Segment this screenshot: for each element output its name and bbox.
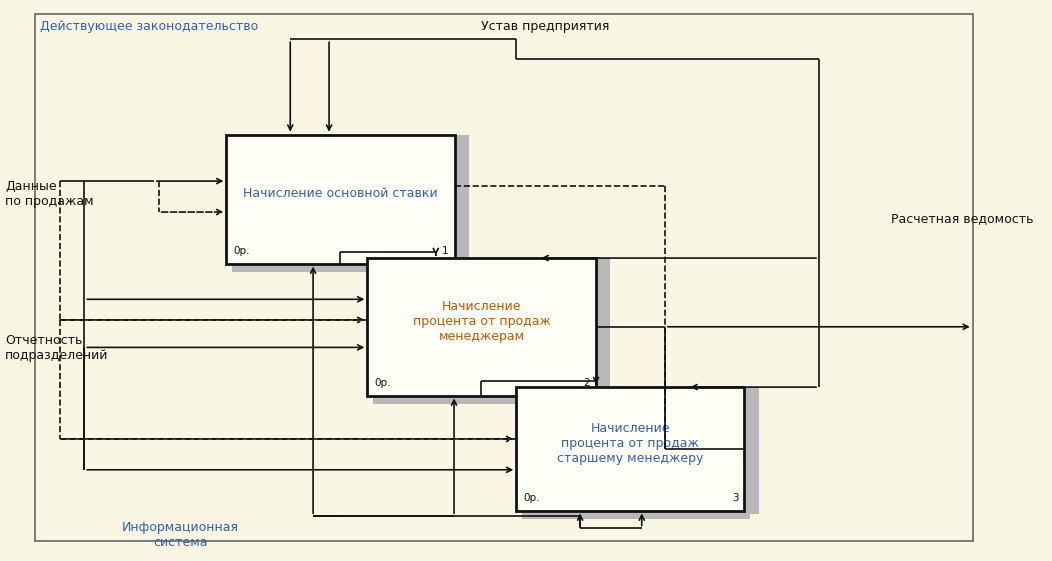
- Text: 0р.: 0р.: [234, 246, 249, 256]
- Text: 3: 3: [732, 493, 739, 503]
- Text: Устав предприятия: Устав предприятия: [482, 20, 610, 33]
- Text: 1: 1: [442, 246, 449, 256]
- Text: Информационная
система: Информационная система: [122, 521, 239, 549]
- Bar: [745, 387, 758, 514]
- Bar: [522, 511, 750, 518]
- Text: Начисление основной ставки: Начисление основной ставки: [243, 187, 438, 200]
- Text: Начисление
процента от продаж
менеджерам: Начисление процента от продаж менеджерам: [412, 300, 550, 343]
- Bar: [454, 135, 469, 267]
- Bar: [595, 258, 610, 399]
- Bar: [367, 258, 595, 396]
- Text: 0р.: 0р.: [523, 493, 540, 503]
- Bar: [226, 135, 454, 264]
- Text: 0р.: 0р.: [375, 378, 390, 388]
- Bar: [517, 387, 745, 511]
- Text: Начисление
процента от продаж
старшему менеджеру: Начисление процента от продаж старшему м…: [558, 422, 704, 465]
- Text: Отчетность
подразделений: Отчетность подразделений: [5, 334, 108, 362]
- Bar: [232, 264, 461, 272]
- Bar: [373, 396, 602, 403]
- Text: Действующее законодательство: Действующее законодательство: [40, 20, 258, 33]
- Text: 2: 2: [583, 378, 589, 388]
- Text: Расчетная ведомость: Расчетная ведомость: [891, 212, 1034, 226]
- Text: Данные
по продажам: Данные по продажам: [5, 180, 94, 208]
